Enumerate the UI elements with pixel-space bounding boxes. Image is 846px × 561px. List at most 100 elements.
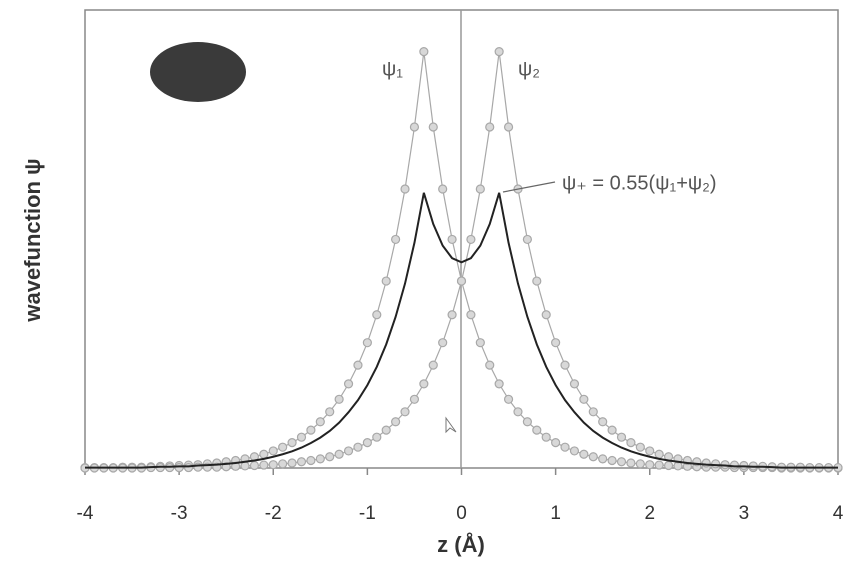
data-point	[362, 438, 372, 448]
data-point	[447, 310, 457, 320]
data-point	[438, 338, 448, 348]
cursor-icon	[445, 416, 457, 434]
x-tick-label: 4	[833, 503, 844, 524]
data-point	[400, 184, 410, 194]
data-point	[541, 432, 551, 442]
data-point	[635, 459, 645, 469]
data-point	[325, 452, 335, 462]
data-point	[456, 276, 467, 286]
data-point	[343, 379, 354, 389]
data-point	[325, 407, 335, 417]
x-tick-label: 3	[739, 503, 750, 524]
data-point	[569, 379, 580, 389]
data-point	[626, 458, 636, 468]
data-point	[475, 184, 485, 194]
data-point	[334, 449, 344, 459]
data-point	[268, 446, 278, 456]
data-point	[485, 360, 495, 370]
data-point	[466, 234, 476, 245]
data-point	[315, 454, 325, 464]
atom-icon	[150, 42, 246, 102]
x-axis-title: z (Å)	[437, 531, 485, 557]
series-label: ψ₂	[518, 58, 540, 80]
x-tick-label: -1	[359, 503, 376, 524]
data-point	[259, 460, 269, 470]
x-tick-label: -2	[265, 503, 282, 524]
data-point	[287, 438, 297, 448]
data-point	[494, 379, 504, 389]
series-line	[85, 192, 838, 469]
data-point	[532, 425, 542, 435]
data-point	[579, 449, 589, 459]
data-point	[551, 338, 561, 348]
data-point	[607, 455, 617, 466]
data-point	[343, 446, 354, 456]
data-point	[541, 310, 551, 320]
data-point	[579, 394, 589, 404]
data-point	[438, 184, 448, 194]
data-point	[560, 360, 570, 370]
data-point	[635, 442, 645, 452]
data-point	[588, 452, 598, 462]
data-point	[598, 417, 608, 427]
data-point	[607, 425, 617, 435]
data-point	[626, 438, 636, 448]
data-point	[372, 310, 382, 320]
data-point	[381, 425, 391, 435]
data-point	[428, 360, 438, 370]
data-point	[278, 459, 288, 469]
data-point	[532, 276, 542, 286]
data-point	[645, 446, 655, 456]
y-axis-title: wavefunction ψ	[20, 158, 45, 322]
x-tick-label: -4	[77, 503, 94, 524]
data-point	[711, 459, 721, 469]
data-point	[334, 394, 344, 404]
leader-line	[502, 181, 556, 193]
data-point	[654, 449, 664, 459]
data-point	[183, 462, 194, 473]
data-point	[560, 442, 570, 452]
data-point	[654, 460, 664, 470]
data-point	[522, 417, 532, 427]
data-point	[372, 432, 382, 442]
series-label: ψ₊ = 0.55(ψ₁+ψ₂)	[562, 172, 717, 194]
data-point	[391, 417, 401, 427]
data-point	[522, 234, 532, 245]
data-point	[409, 394, 420, 404]
data-point	[475, 338, 485, 348]
data-point	[306, 455, 316, 466]
data-point	[569, 446, 580, 456]
data-point	[268, 460, 278, 470]
data-point	[362, 338, 372, 348]
data-point	[381, 276, 391, 286]
data-point	[503, 394, 514, 404]
data-point	[616, 457, 627, 467]
data-point	[249, 460, 260, 471]
data-point	[447, 234, 457, 245]
data-point	[428, 122, 438, 132]
x-tick-label: 2	[644, 503, 655, 524]
data-point	[306, 425, 316, 435]
data-point	[551, 438, 561, 448]
data-point	[701, 458, 711, 468]
data-point	[278, 442, 288, 452]
data-point	[259, 449, 269, 459]
data-point	[485, 122, 495, 132]
data-point	[174, 462, 184, 473]
data-point	[419, 47, 429, 57]
data-point	[400, 407, 410, 417]
data-point	[513, 407, 523, 417]
data-point	[353, 442, 363, 452]
data-point	[588, 407, 598, 417]
data-point	[466, 310, 476, 320]
data-point	[193, 462, 203, 472]
data-point	[391, 234, 401, 245]
data-point	[503, 122, 514, 132]
data-point	[353, 360, 363, 370]
data-point	[315, 417, 325, 427]
data-point	[616, 432, 627, 442]
x-tick-label: 0	[456, 503, 467, 524]
data-point	[296, 432, 307, 442]
data-point	[494, 47, 504, 57]
